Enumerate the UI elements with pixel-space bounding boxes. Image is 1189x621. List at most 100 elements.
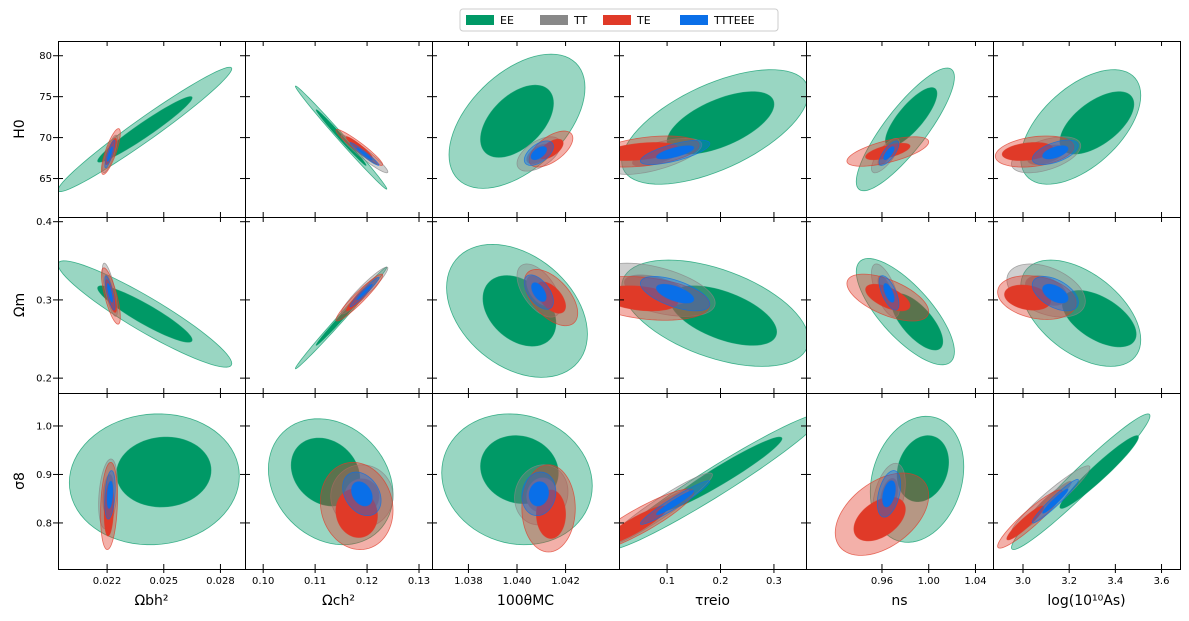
- contour-group: [619, 259, 806, 367]
- legend-label-ee: EE: [500, 14, 514, 27]
- y-tick-label: 70: [39, 133, 52, 144]
- contour-ttteee-68: [356, 283, 373, 301]
- x-tick-label: 1.00: [918, 576, 940, 587]
- panel-frame: [245, 217, 433, 394]
- contour-ttteee-68: [106, 146, 113, 162]
- contour-group: [267, 418, 394, 551]
- contour-ee-68: [1059, 91, 1135, 155]
- x-tick-label: 3.4: [1107, 576, 1123, 587]
- contour-ttteee-68: [356, 147, 373, 161]
- contour-ee-68: [97, 285, 193, 343]
- panel-r2-c2: 1.038 1.040 1.042: [427, 393, 620, 587]
- panel-r1-c2: [427, 217, 620, 394]
- contour-ttteee-68: [655, 145, 695, 160]
- contour-group: [441, 413, 593, 553]
- contour-ttteee-68: [1042, 488, 1069, 514]
- x-tick-label: 3.0: [1015, 576, 1031, 587]
- y-tick-label: 0.4: [36, 217, 52, 228]
- x-tick-label: 3.6: [1154, 576, 1170, 587]
- contour-group: [997, 259, 1142, 367]
- contour-ttteee-68: [883, 146, 895, 161]
- legend-swatch-ttteee: [680, 15, 708, 25]
- contour-ee-68: [116, 436, 212, 508]
- contour-ttteee-68: [655, 283, 695, 304]
- panel-frame: [993, 393, 1181, 570]
- contour-ee-68: [1059, 435, 1139, 509]
- x-tick-label: 0.96: [871, 576, 893, 587]
- x-axis-label: Ωch²: [322, 593, 355, 609]
- panel-r2-c3: 0.1 0.2 0.3: [614, 393, 807, 587]
- x-tick-label: 0.11: [304, 576, 326, 587]
- panel-r1-c3: [614, 217, 807, 394]
- x-tick-label: 1.040: [503, 576, 532, 587]
- contour-group: [58, 66, 233, 192]
- contour-ttteee-68: [531, 282, 547, 302]
- x-tick-label: 0.3: [766, 576, 782, 587]
- panel-r0-c0: 65 70 75 80: [39, 41, 246, 218]
- x-axis-label: log(10¹⁰As): [1047, 593, 1125, 609]
- contour-ee-68: [666, 91, 775, 155]
- panel-r2-c5: 3.0 3.2 3.4 3.6: [988, 393, 1181, 587]
- legend: EE TT TE TTTEEE: [459, 8, 779, 32]
- panel-r0-c5: [988, 41, 1181, 218]
- contour-ttteee-68: [106, 283, 113, 303]
- x-axis-label: Ωbh²: [134, 593, 168, 609]
- panel-r0-c1: [240, 41, 433, 218]
- legend-label-te: TE: [636, 14, 651, 27]
- panel-r1-c0: 0.2 0.3 0.4: [36, 217, 246, 394]
- contour-group: [294, 85, 389, 190]
- panel-r0-c4: [801, 41, 994, 218]
- x-tick-label: 1.042: [551, 576, 580, 587]
- contour-group: [446, 243, 588, 378]
- panel-r1-c1: [240, 217, 433, 394]
- x-tick-label: 0.028: [206, 576, 235, 587]
- contour-group: [846, 258, 955, 366]
- contour-ttteee-68: [1042, 283, 1069, 304]
- y-tick-label: 75: [39, 92, 52, 103]
- y-tick-label: 65: [39, 174, 52, 185]
- contour-ttteee-68: [655, 490, 695, 516]
- y-axis-label: H0: [12, 119, 28, 138]
- contour-ttteee-68: [528, 481, 549, 507]
- y-tick-label: 80: [39, 51, 52, 62]
- contour-group: [997, 413, 1151, 551]
- x-tick-label: 0.13: [408, 576, 430, 587]
- panel-r1-c5: [988, 217, 1181, 394]
- panel-r1-c4: [801, 217, 994, 394]
- x-tick-label: 1.04: [964, 576, 986, 587]
- contour-group: [294, 266, 389, 370]
- panel-r2-c1: 0.10 0.11 0.12 0.13: [240, 393, 433, 587]
- legend-label-ttteee: TTTEEE: [713, 14, 755, 27]
- y-tick-label: 0.9: [36, 470, 52, 481]
- x-tick-label: 1.038: [454, 576, 483, 587]
- contour-ee-68: [896, 435, 949, 502]
- x-axis-label: ns: [891, 593, 907, 609]
- y-tick-label: 0.3: [36, 295, 52, 306]
- x-axis-label: 100θMC: [497, 593, 554, 609]
- x-tick-label: 0.1: [659, 576, 675, 587]
- legend-swatch-te: [603, 15, 631, 25]
- legend-label-tt: TT: [573, 14, 588, 27]
- contour-group: [68, 413, 240, 550]
- contour-ttteee-68: [351, 481, 373, 507]
- contour-group: [846, 67, 955, 192]
- x-tick-label: 3.2: [1061, 576, 1077, 587]
- contour-ttteee-68: [883, 283, 895, 303]
- contour-ttteee-68: [1042, 145, 1069, 160]
- x-tick-label: 0.12: [356, 576, 378, 587]
- contour-group: [58, 260, 233, 368]
- contour-group: [448, 53, 586, 189]
- x-tick-label: 0.10: [252, 576, 274, 587]
- contour-group: [619, 69, 806, 185]
- y-tick-label: 0.8: [36, 518, 52, 529]
- contour-ee-68: [97, 96, 193, 163]
- x-tick-label: 0.025: [149, 576, 178, 587]
- contour-ttteee-68: [530, 146, 548, 161]
- legend-swatch-ee: [466, 15, 494, 25]
- x-tick-label: 0.022: [93, 576, 122, 587]
- contour-te-68: [619, 505, 668, 542]
- contour-ee-68: [480, 84, 554, 158]
- panel-r2-c0: 0.8 0.9 1.0 0.022 0.025 0.028: [36, 393, 246, 587]
- legend-swatch-tt: [540, 15, 568, 25]
- contour-te-68: [1001, 142, 1054, 161]
